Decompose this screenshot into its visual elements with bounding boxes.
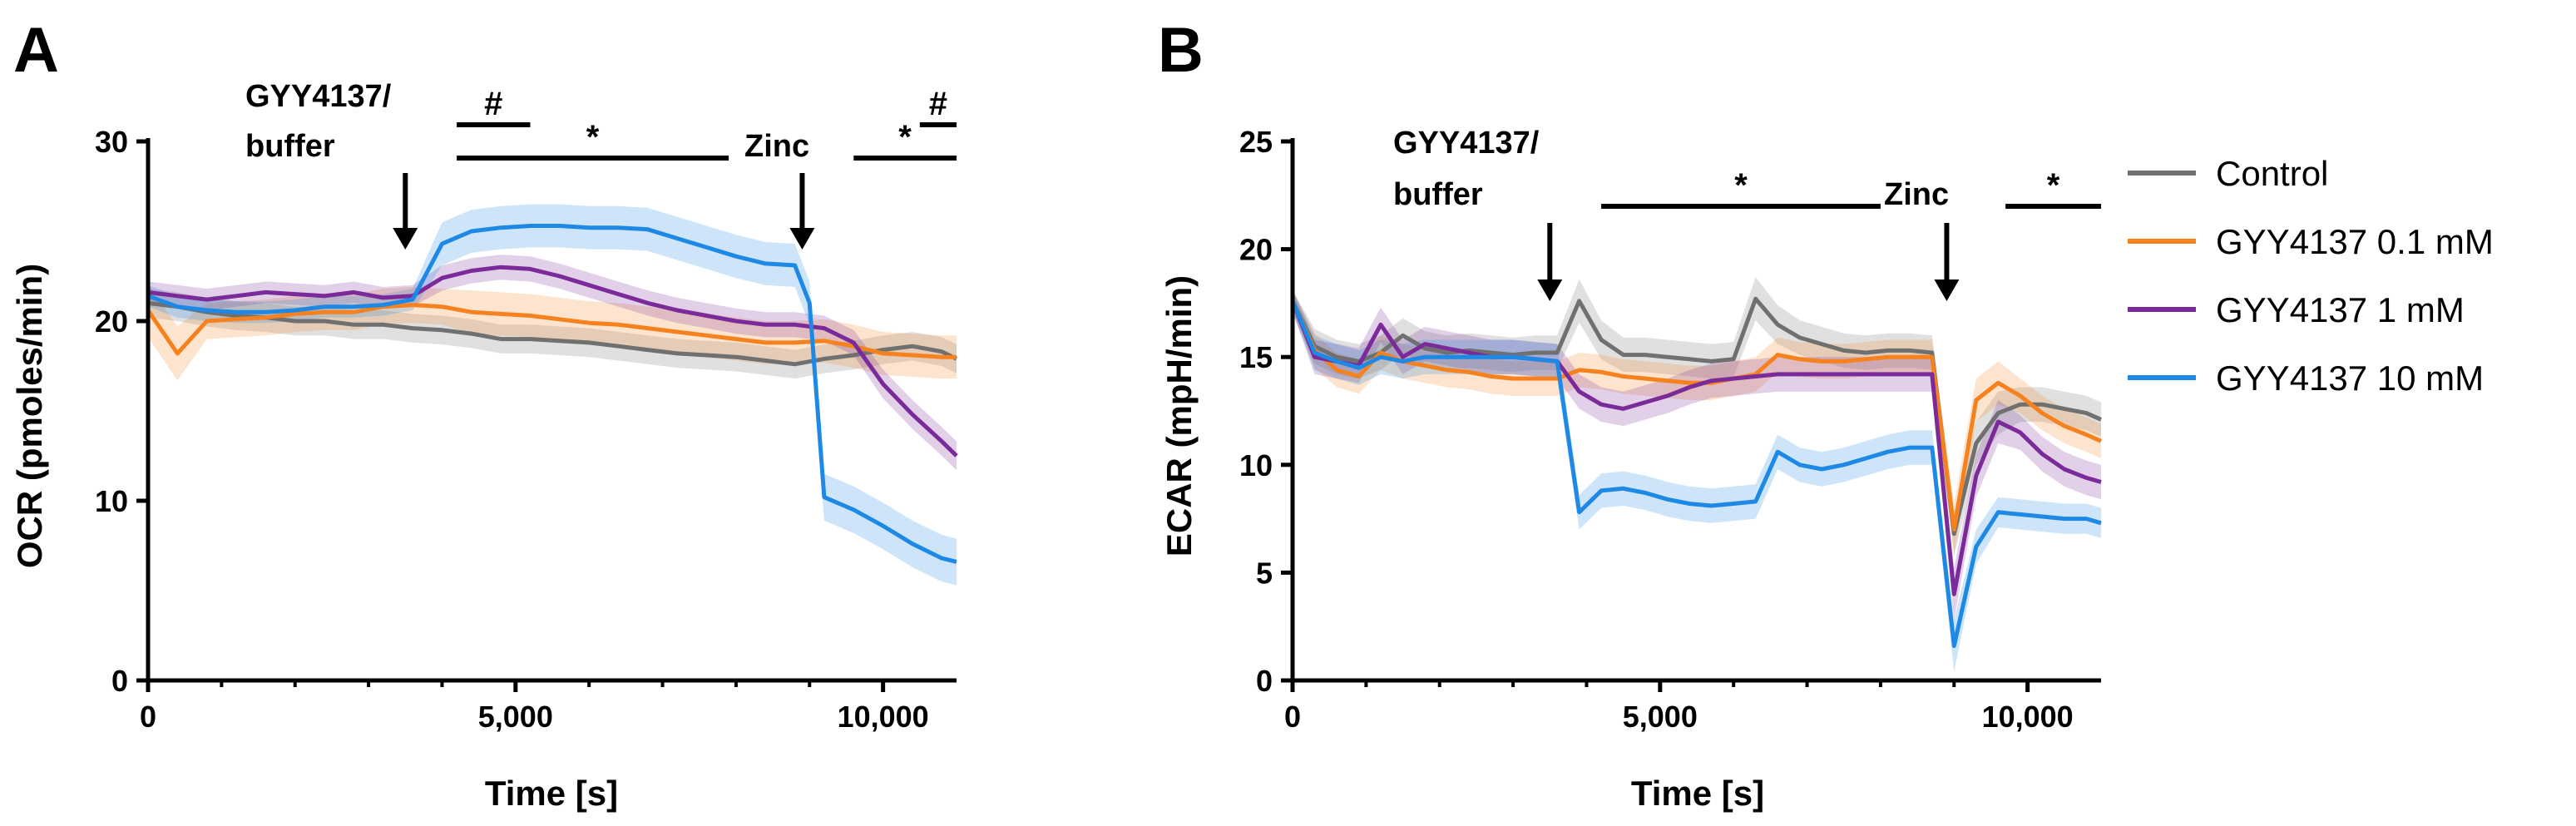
panel-letter-a: A xyxy=(13,15,59,86)
series-line-a-3 xyxy=(147,224,957,564)
sig-label-b-1: * xyxy=(2047,167,2060,204)
x-tick-label-b-0: 0 xyxy=(1284,700,1301,734)
legend-label-control: Control xyxy=(2216,154,2328,193)
arrow-head-a-0 xyxy=(393,228,418,250)
x-axis-title-a: Time [s] xyxy=(485,774,618,813)
x-tick-label-b-2: 10,000 xyxy=(1982,700,2074,734)
y-tick-label-a-0: 0 xyxy=(111,664,128,698)
x-tick-label-a-0: 0 xyxy=(140,700,156,734)
annotation-label-a-1: Zinc xyxy=(744,129,809,164)
legend-label-gyy-1: GYY4137 1 mM xyxy=(2216,290,2465,329)
sig-label-b-0: * xyxy=(1734,167,1748,204)
series-line-b-3 xyxy=(1290,299,2102,648)
sig-label-a-3: # xyxy=(929,86,947,122)
panel-letter-b: B xyxy=(1158,15,1204,86)
y-tick-label-a-1: 10 xyxy=(95,484,128,518)
y-tick-label-b-3: 15 xyxy=(1239,340,1273,374)
axes-b: 0 5 10 15 20 25 0 5,000 10,000 xyxy=(1239,125,2101,734)
series-line-b-2 xyxy=(1290,299,2102,596)
series-lines-b xyxy=(1290,296,2103,648)
annotations-a: GYY4137/buffer Zinc # * * # xyxy=(245,79,957,250)
legend-label-gyy-10: GYY4137 10 mM xyxy=(2216,359,2484,398)
legend-item-gyy-10: GYY4137 10 mM xyxy=(2128,359,2484,398)
panel-a: A 0 10 20 30 0 5,000 10,000 GYY4137/buffer Zinc… xyxy=(10,15,958,813)
arrow-head-a-1 xyxy=(789,228,815,250)
panel-b: B 0 5 10 15 20 25 0 5,000 10,000 GYY4137/buffer Z… xyxy=(1158,15,2103,813)
y-axis-title-b: ECAR (mpH/min) xyxy=(1159,275,1199,556)
x-tick-label-a-1: 5,000 xyxy=(478,700,553,734)
y-tick-label-b-0: 0 xyxy=(1256,664,1273,698)
legend: Control GYY4137 0.1 mM GYY4137 1 mM GYY4… xyxy=(2128,154,2494,398)
y-tick-label-a-3: 30 xyxy=(95,125,128,159)
x-tick-label-a-2: 10,000 xyxy=(838,700,929,734)
axes-a: 0 10 20 30 0 5,000 10,000 xyxy=(95,125,957,734)
series-line-b-0 xyxy=(1290,296,2103,537)
annotation-label-a-0: GYY4137/ xyxy=(245,79,392,114)
series-line-a-1 xyxy=(146,303,957,359)
y-tick-label-b-2: 10 xyxy=(1239,448,1273,482)
y-tick-label-b-4: 20 xyxy=(1239,233,1273,267)
legend-label-gyy-0-1: GYY4137 0.1 mM xyxy=(2216,222,2494,261)
x-axis-title-b: Time [s] xyxy=(1631,774,1764,813)
error-band-b-0 xyxy=(1293,277,2101,556)
series-line-a-2 xyxy=(147,265,958,458)
error-bands-b xyxy=(1293,277,2101,672)
y-tick-label-b-5: 25 xyxy=(1239,125,1273,159)
series-lines-a xyxy=(146,224,958,564)
arrow-head-b-1 xyxy=(1934,279,1960,301)
error-bands-a xyxy=(148,204,957,586)
y-tick-label-b-1: 5 xyxy=(1256,556,1273,590)
y-axis-title-a: OCR (pmoles/min) xyxy=(10,264,49,568)
error-band-a-3 xyxy=(148,204,957,586)
legend-item-gyy-0-1: GYY4137 0.1 mM xyxy=(2128,222,2494,261)
series-line-a-0 xyxy=(147,300,958,367)
annotations-b: GYY4137/buffer Zinc * * xyxy=(1393,126,2101,301)
arrow-head-b-0 xyxy=(1537,279,1563,301)
sig-label-a-2: * xyxy=(898,119,912,156)
sig-label-a-1: * xyxy=(586,119,600,156)
annotation-label-b-1: Zinc xyxy=(1884,177,1949,212)
sig-label-a-0: # xyxy=(484,86,502,122)
annotation-label-b-0: GYY4137/ xyxy=(1393,126,1540,161)
y-tick-label-a-2: 20 xyxy=(95,304,128,339)
legend-item-gyy-1: GYY4137 1 mM xyxy=(2128,290,2465,329)
x-tick-label-b-1: 5,000 xyxy=(1623,700,1698,734)
annotation-label2-a-0: buffer xyxy=(245,129,335,164)
annotation-label2-b-0: buffer xyxy=(1393,177,1483,212)
legend-item-control: Control xyxy=(2128,154,2328,193)
